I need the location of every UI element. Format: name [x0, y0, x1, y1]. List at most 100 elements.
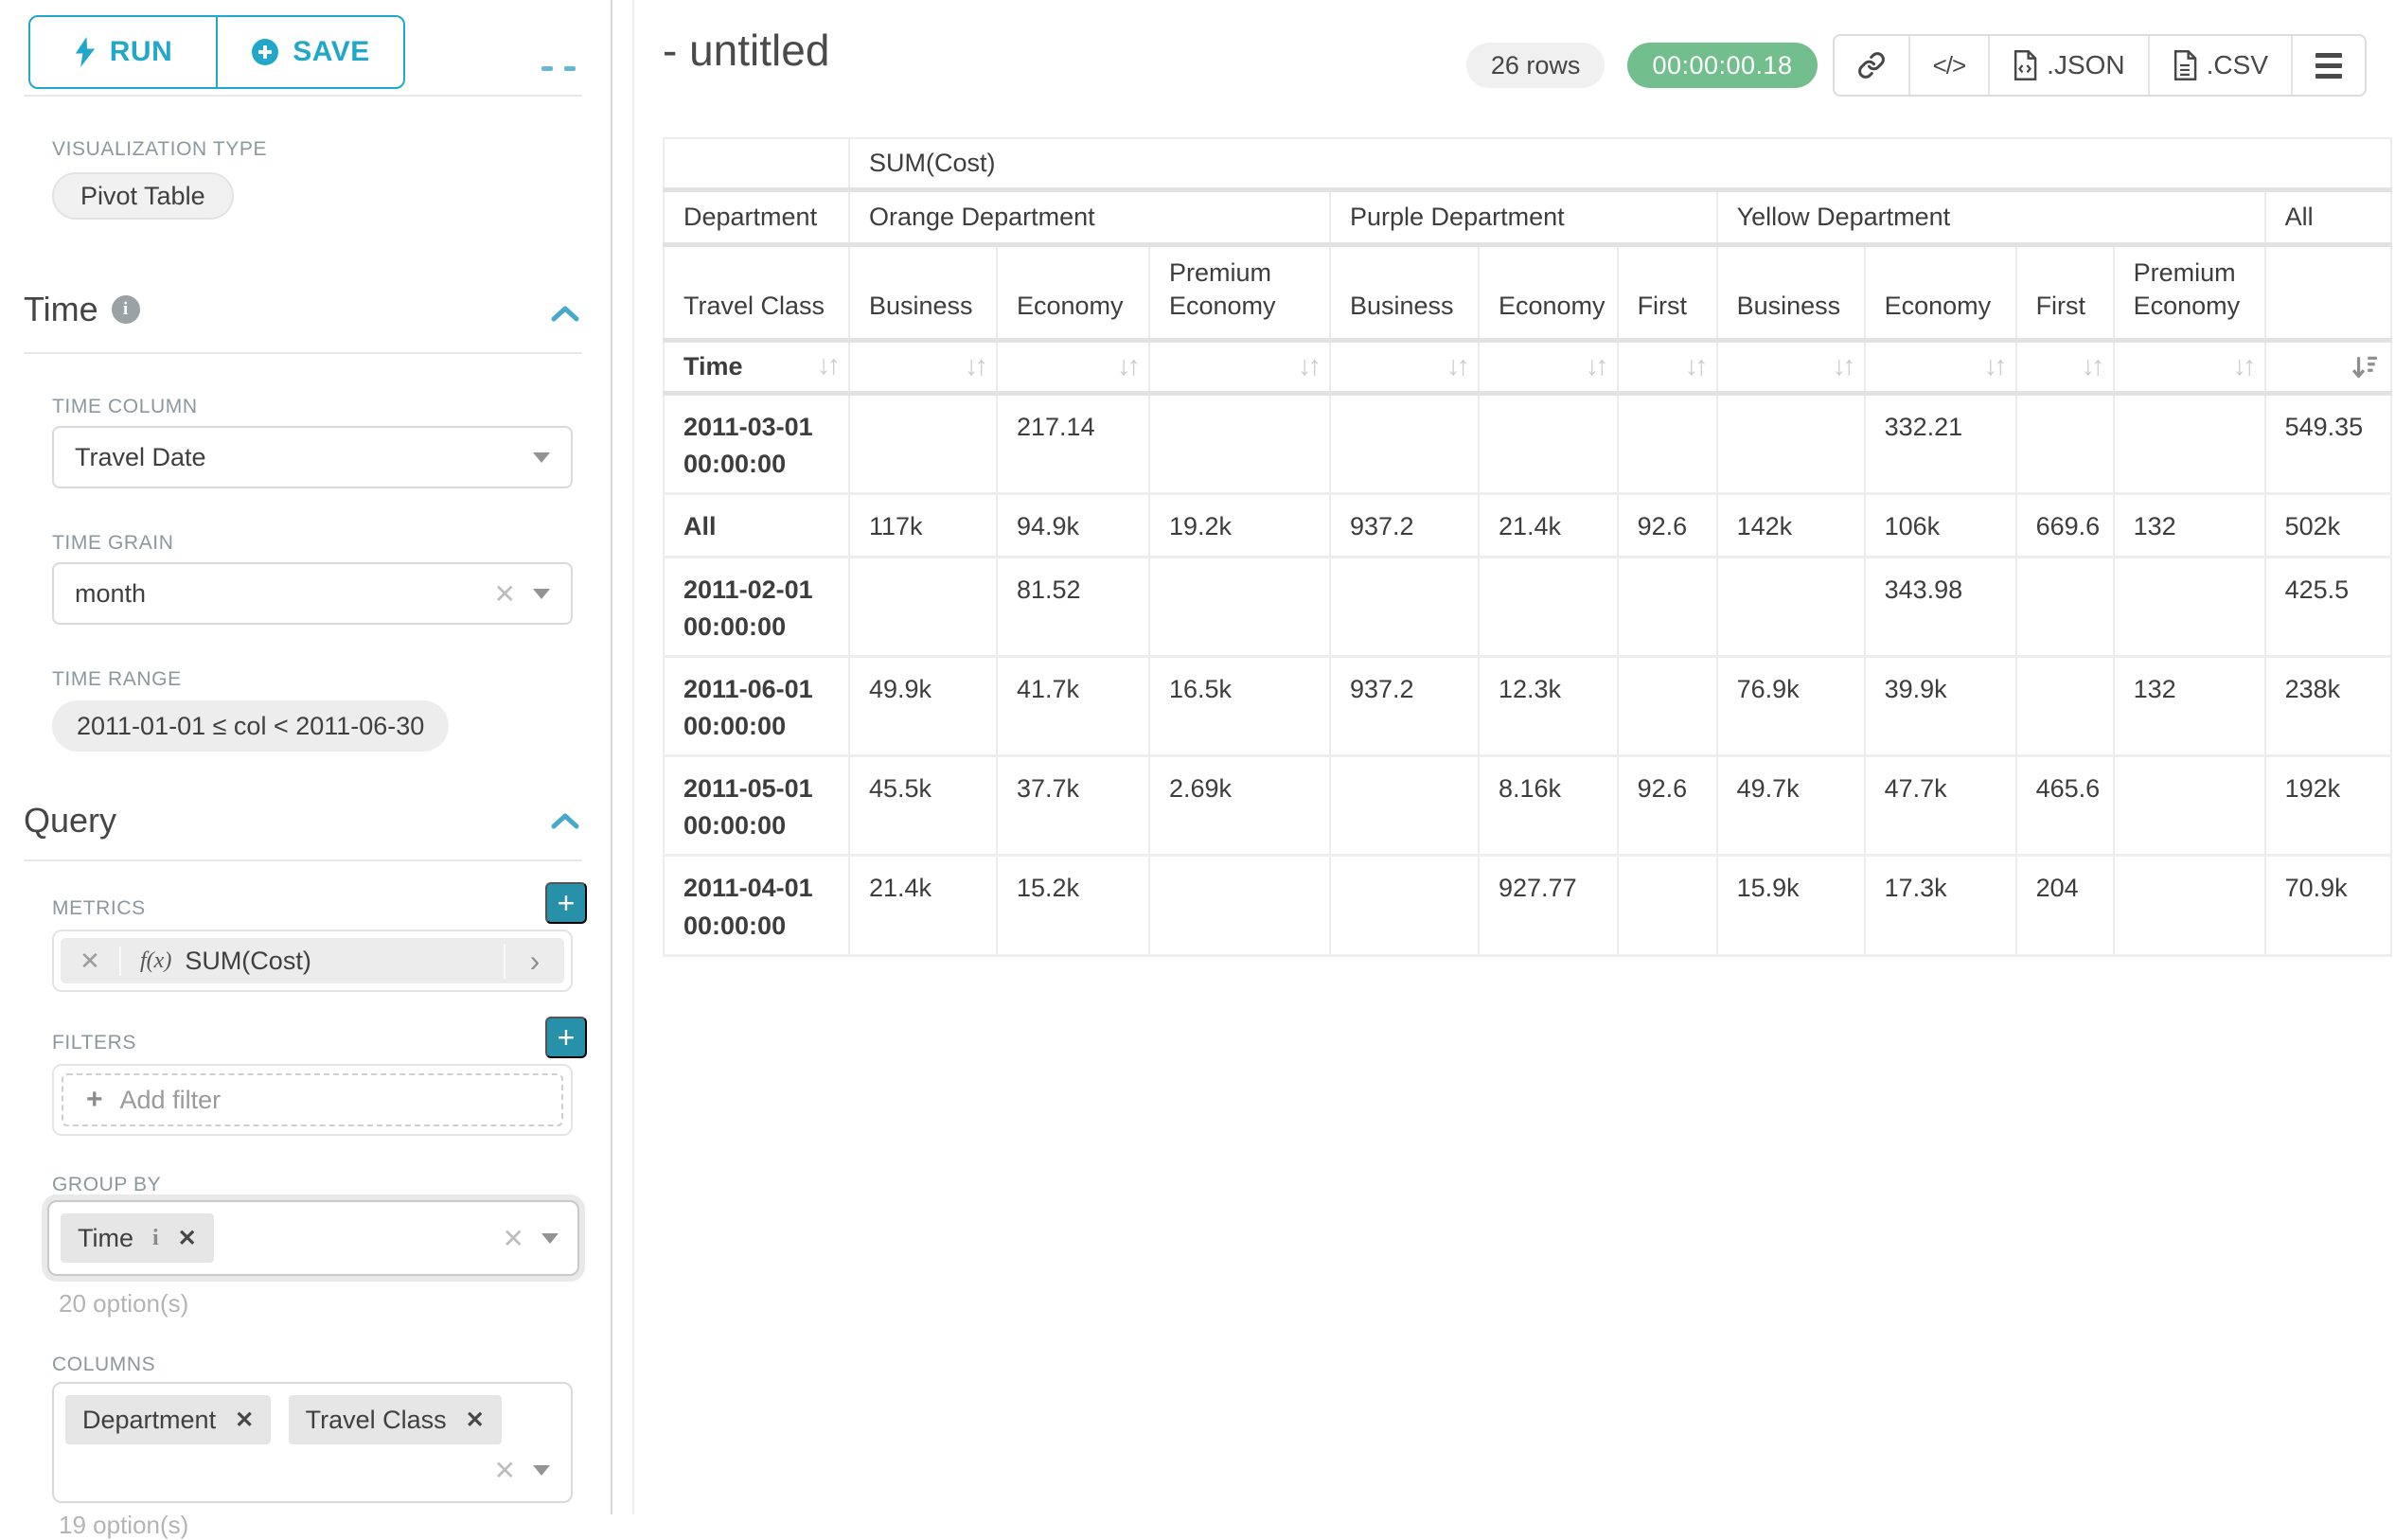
pivot-cell [2014, 655, 2115, 758]
add-filter-plus-button[interactable]: + [545, 1017, 587, 1058]
sort-arrows-icon[interactable]: ↓↑ [2232, 351, 2257, 382]
pivot-cell: 19.2k [1148, 492, 1331, 558]
info-icon: i [111, 295, 140, 324]
export-json-button[interactable]: .JSON [1990, 36, 2150, 95]
panel-divider [632, 0, 634, 1514]
pivot-col-header: Economy [1478, 243, 1619, 344]
chevron-right-icon[interactable]: › [504, 943, 564, 979]
export-csv-button[interactable]: .CSV [2150, 36, 2293, 95]
sort-arrows-icon[interactable]: ↓↑ [2081, 351, 2105, 382]
pivot-row-label: 2011-05-01 00:00:00 [663, 754, 850, 858]
pivot-group-header: All [2263, 188, 2392, 247]
chevron-up-icon[interactable] [551, 305, 579, 322]
column-sort-cell[interactable]: ↓↑ [996, 339, 1150, 397]
pivot-cell [1715, 392, 1866, 496]
sort-arrows-icon[interactable]: ↓↑ [817, 350, 841, 381]
chevron-up-icon[interactable] [551, 812, 579, 829]
info-icon: i [152, 1225, 159, 1250]
pivot-cell: 45.5k [848, 754, 998, 858]
pivot-time-header[interactable]: Time ↓↑ [663, 339, 850, 397]
clear-icon[interactable]: ✕ [493, 578, 516, 609]
column-sort-cell[interactable]: ↓↑ [1329, 339, 1480, 397]
column-sort-cell[interactable]: ↓↑ [848, 339, 998, 397]
sort-arrows-icon[interactable]: ↓↑ [1446, 351, 1470, 382]
pivot-cell: 12.3k [1478, 655, 1619, 758]
pivot-cell: 238k [2263, 655, 2392, 758]
pivot-row-label: All [663, 492, 850, 558]
column-sort-cell[interactable]: ↓↑ [1715, 339, 1866, 397]
pivot-row-dim-label: Department [663, 188, 850, 247]
export-button-group: </> .JSON .CSV [1832, 34, 2367, 97]
remove-metric-icon[interactable]: ✕ [61, 946, 121, 976]
save-button[interactable]: SAVE [216, 15, 405, 89]
add-filter-dropzone[interactable]: + Add filter [52, 1064, 573, 1136]
pivot-cell [2112, 854, 2266, 957]
remove-chip-icon[interactable]: ✕ [177, 1225, 197, 1251]
pivot-cell: 937.2 [1329, 492, 1480, 558]
pivot-col-header: Premium Economy [2112, 243, 2266, 344]
metrics-label: METRICS [52, 897, 146, 919]
pivot-col-header [2263, 243, 2392, 344]
sort-arrows-icon[interactable]: ↓↑ [1832, 351, 1856, 382]
pivot-cell: 425.5 [2263, 556, 2392, 658]
pivot-cell: 49.7k [1715, 754, 1866, 858]
visualization-type-label: VISUALIZATION TYPE [52, 138, 268, 160]
pivot-cell: 502k [2263, 492, 2392, 558]
caret-down-icon [541, 1232, 559, 1244]
pivot-col-header: Economy [996, 243, 1150, 344]
pivot-cell: 549.35 [2263, 392, 2392, 496]
run-button[interactable]: RUN [28, 15, 218, 89]
pivot-row: 2011-06-01 00:00:00 49.9k 41.7k 16.5k 937.2 1… [663, 655, 2392, 758]
column-sort-cell[interactable] [2263, 339, 2392, 397]
columns-chip: Travel Class ✕ [288, 1395, 502, 1444]
time-range-chip[interactable]: 2011-01-01 ≤ col < 2011-06-30 [52, 700, 450, 752]
pivot-cell: 669.6 [2014, 492, 2115, 558]
sort-arrows-icon[interactable]: ↓↑ [1117, 351, 1141, 382]
remove-chip-icon[interactable]: ✕ [465, 1407, 485, 1433]
sort-desc-icon[interactable] [2351, 353, 2379, 381]
time-column-select[interactable]: Travel Date [52, 426, 573, 488]
columns-label: COLUMNS [52, 1354, 156, 1375]
time-grain-select[interactable]: month ✕ [52, 562, 573, 625]
copy-link-button[interactable] [1835, 36, 1910, 95]
menu-button[interactable] [2293, 36, 2365, 95]
pivot-cell: 217.14 [996, 392, 1150, 496]
column-sort-cell[interactable]: ↓↑ [1478, 339, 1619, 397]
pivot-cell: 927.77 [1478, 854, 1619, 957]
panel-divider [611, 0, 612, 1514]
columns-select[interactable]: Department ✕ Travel Class ✕ ✕ [52, 1382, 573, 1503]
remove-chip-icon[interactable]: ✕ [235, 1407, 255, 1433]
pivot-cell: 465.6 [2014, 754, 2115, 858]
add-metric-button[interactable]: + [545, 882, 587, 924]
column-sort-cell[interactable]: ↓↑ [1616, 339, 1718, 397]
pivot-cell [1148, 854, 1331, 957]
column-sort-cell[interactable]: ↓↑ [2112, 339, 2266, 397]
column-sort-cell[interactable]: ↓↑ [1863, 339, 2017, 397]
pivot-cell [1148, 556, 1331, 658]
pivot-cell: 192k [2263, 754, 2392, 858]
plus-circle-icon [252, 39, 279, 65]
pivot-row-label: 2011-02-01 00:00:00 [663, 556, 850, 658]
time-range-label: TIME RANGE [52, 668, 182, 690]
sort-arrows-icon[interactable]: ↓↑ [965, 351, 988, 382]
clear-icon[interactable]: ✕ [493, 1456, 516, 1485]
sort-arrows-icon[interactable]: ↓↑ [1684, 351, 1709, 382]
group-by-label: GROUP BY [52, 1174, 162, 1195]
pivot-cell: 92.6 [1616, 754, 1718, 858]
sort-arrows-icon[interactable]: ↓↑ [1585, 351, 1609, 382]
sort-arrows-icon[interactable]: ↓↑ [1298, 351, 1322, 382]
clear-icon[interactable]: ✕ [502, 1223, 524, 1253]
visualization-type-chip[interactable]: Pivot Table [52, 172, 234, 220]
column-sort-cell[interactable]: ↓↑ [1148, 339, 1331, 397]
pivot-row: 2011-05-01 00:00:00 45.5k 37.7k 2.69k 8.16k 9… [663, 754, 2392, 858]
pivot-col-dim-label: Travel Class [663, 243, 850, 344]
sort-arrows-icon[interactable]: ↓↑ [1983, 351, 2008, 382]
column-sort-cell[interactable]: ↓↑ [2014, 339, 2115, 397]
pivot-cell [2014, 556, 2115, 658]
metric-item[interactable]: ✕ f(x) SUM(Cost) › [52, 929, 573, 992]
pivot-cell [1329, 556, 1480, 658]
pivot-cell [2014, 392, 2115, 496]
view-query-button[interactable]: </> [1910, 36, 1991, 95]
group-by-select[interactable]: Time i ✕ ✕ [47, 1200, 579, 1276]
pivot-cell [1715, 556, 1866, 658]
